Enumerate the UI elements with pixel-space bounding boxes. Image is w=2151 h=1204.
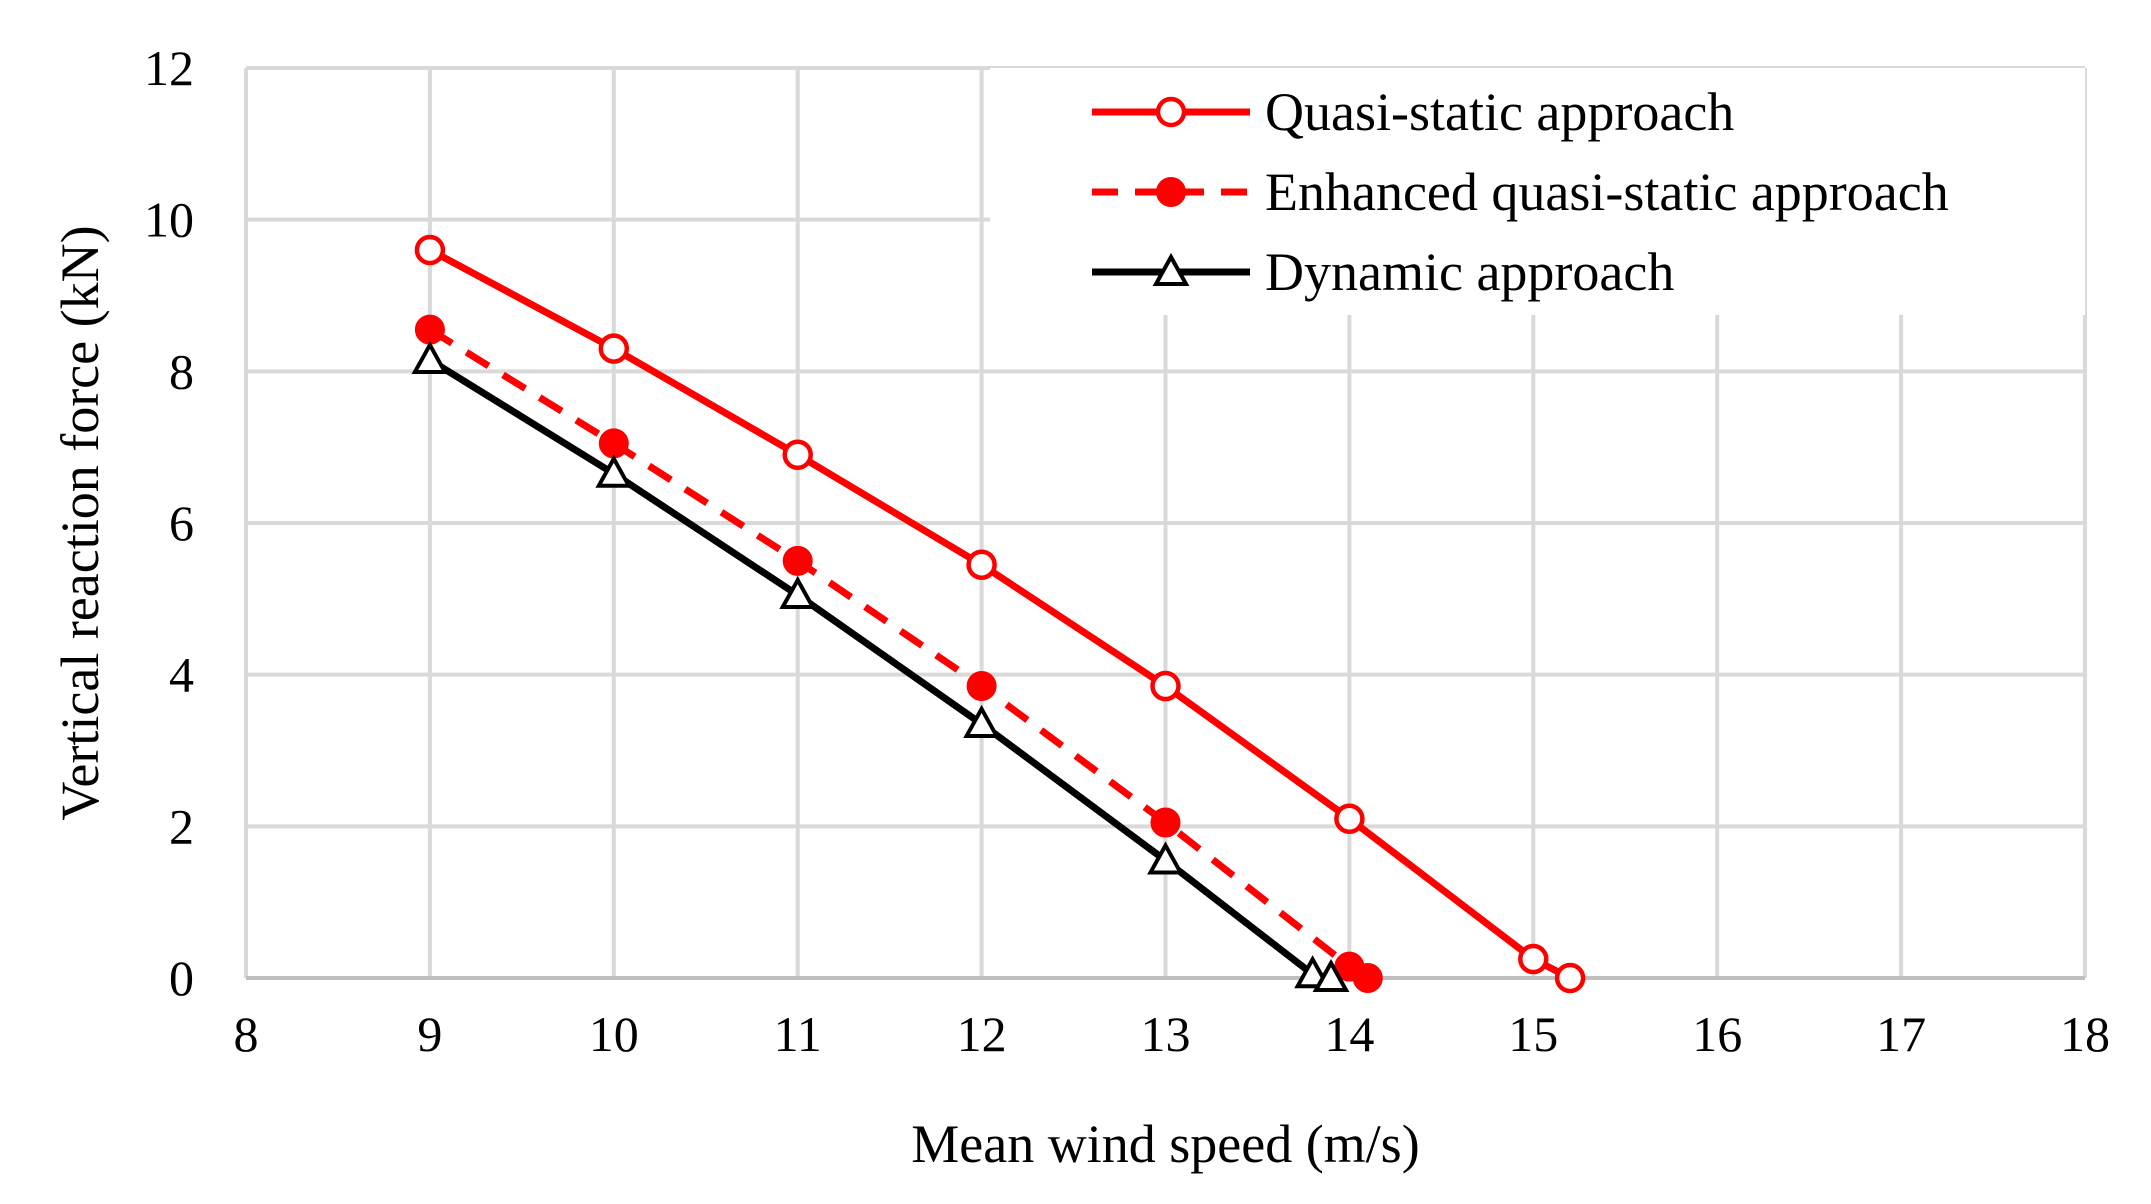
y-tick-label-8: 8	[169, 343, 194, 399]
y-axis-title: Vertical reaction force (kN)	[50, 225, 110, 820]
y-axis-ticks: 0 2 4 6 8 10 12	[144, 40, 194, 1006]
legend-marker-1	[1156, 177, 1186, 207]
series-1	[414, 314, 1383, 993]
legend-label-1: Enhanced quasi-static approach	[1265, 162, 1949, 222]
legend: Quasi-static approach Enhanced quasi-stat…	[990, 68, 2085, 315]
data-point-0-0	[414, 234, 446, 266]
x-tick-label-17: 17	[1876, 1006, 1926, 1062]
x-tick-label-15: 15	[1508, 1006, 1558, 1062]
series-2	[411, 340, 1350, 992]
data-point-0-5	[1334, 803, 1365, 834]
data-point-2-0	[411, 340, 449, 374]
series-0	[414, 234, 1586, 994]
x-tick-label-9: 9	[417, 1006, 442, 1062]
legend-marker-0	[1155, 96, 1187, 128]
y-tick-label-0: 0	[169, 950, 194, 1006]
data-point-0-3	[966, 549, 997, 580]
y-tick-label-12: 12	[144, 40, 194, 96]
legend-item-2: Dynamic approach	[1092, 242, 1674, 302]
x-axis-title: Mean wind speed (m/s)	[911, 1114, 1419, 1174]
y-tick-label-10: 10	[144, 192, 194, 248]
legend-label-2: Dynamic approach	[1265, 242, 1674, 302]
data-point-1-6	[1352, 963, 1383, 993]
data-point-0-2	[782, 439, 813, 470]
series-line-1	[428, 326, 1370, 981]
legend-item-1: Enhanced quasi-static approach	[1092, 162, 1949, 222]
x-tick-label-10: 10	[589, 1006, 639, 1062]
legend-marker-2	[1152, 252, 1190, 286]
data-point-2-2	[779, 575, 817, 610]
series-line-0	[428, 246, 1572, 982]
data-point-1-3	[966, 671, 997, 702]
x-axis-ticks: 8 9 10 11 12 13 14 15 16 17 18	[234, 1006, 2111, 1062]
data-point-0-4	[1150, 670, 1181, 702]
y-tick-label-6: 6	[169, 495, 194, 551]
series-layer	[411, 234, 1586, 994]
data-point-2-3	[963, 704, 1000, 738]
y-tick-label-2: 2	[169, 798, 194, 854]
series-line-2	[428, 356, 1332, 982]
data-point-1-1	[598, 428, 629, 459]
data-point-1-2	[782, 545, 813, 576]
x-tick-label-16: 16	[1692, 1006, 1742, 1062]
legend-items: Quasi-static approach Enhanced quasi-stat…	[1092, 82, 1949, 302]
data-point-0-7	[1554, 962, 1586, 994]
x-tick-label-11: 11	[774, 1006, 822, 1062]
data-point-1-0	[414, 314, 445, 345]
x-tick-label-8: 8	[234, 1006, 259, 1062]
data-point-1-4	[1150, 807, 1181, 838]
data-point-0-1	[598, 333, 630, 364]
x-tick-label-12: 12	[957, 1006, 1007, 1062]
x-tick-label-18: 18	[2060, 1006, 2110, 1062]
data-point-2-1	[595, 454, 633, 488]
data-point-2-6	[1312, 958, 1350, 992]
legend-item-0: Quasi-static approach	[1092, 82, 1734, 142]
y-tick-label-4: 4	[169, 647, 194, 703]
x-tick-label-13: 13	[1141, 1006, 1191, 1062]
data-point-2-4	[1147, 841, 1184, 875]
legend-label-0: Quasi-static approach	[1265, 82, 1734, 142]
data-point-0-6	[1518, 943, 1549, 975]
x-tick-label-14: 14	[1324, 1006, 1374, 1062]
